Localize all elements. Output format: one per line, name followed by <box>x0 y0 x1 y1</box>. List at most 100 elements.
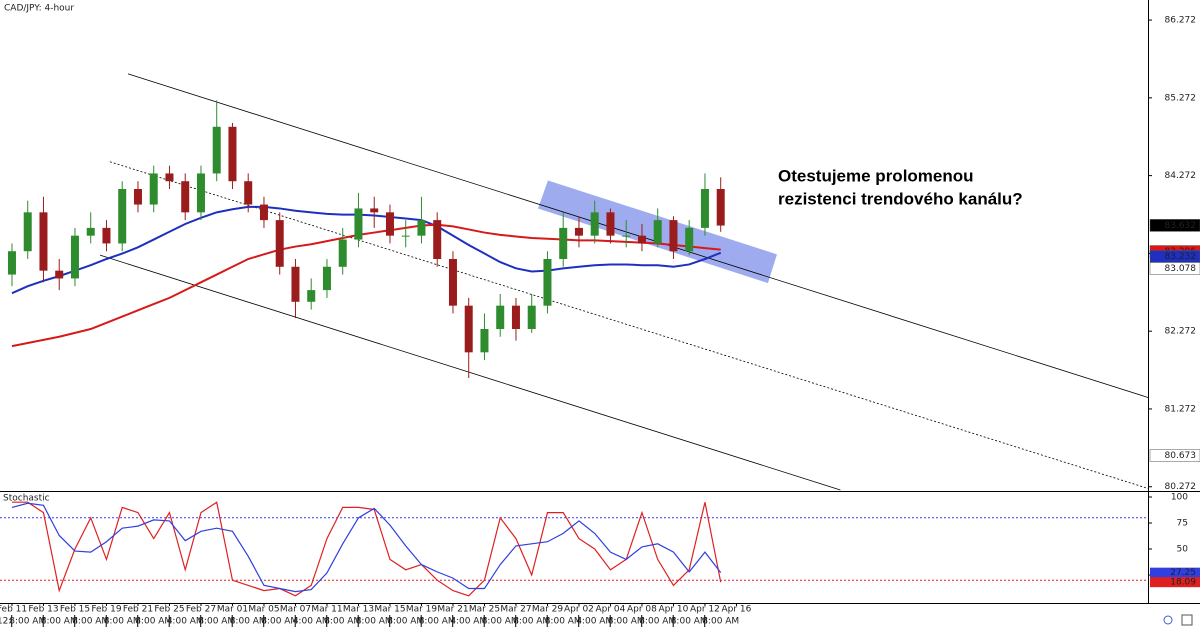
candle-body <box>464 305 473 353</box>
candle-body <box>196 173 205 213</box>
time-tick-label: 8:00 AM <box>545 617 582 627</box>
x-tick-label: Mar 29 <box>532 605 564 615</box>
x-tick-label: Mar 15 <box>374 605 405 615</box>
time-tick-label: 4:00 AM <box>576 617 613 627</box>
candle-body <box>102 227 111 244</box>
x-tick-label: Mar 25 <box>469 605 500 615</box>
time-tick-label: 8:00 AM <box>482 617 519 627</box>
candle-body <box>716 189 725 226</box>
candle-body <box>149 173 158 205</box>
time-tick-label: 8:00 AM <box>72 617 109 627</box>
candle-body <box>118 189 127 244</box>
x-tick-label: Feb 21 <box>123 605 153 615</box>
x-tick-label: Apr 12 <box>690 605 720 615</box>
candle-body <box>606 212 615 236</box>
annotation: rezistenci trendového kanálu? <box>778 189 1023 208</box>
series-line <box>11 502 722 593</box>
time-tick-label: 8:00 AM <box>261 617 298 627</box>
candle-body <box>417 220 426 236</box>
annotation: Otestujeme prolomenou <box>778 166 974 185</box>
price-label: 83.078 <box>1165 264 1197 274</box>
price-label-box <box>1149 449 1200 462</box>
candle-body <box>307 290 316 302</box>
time-tick-label: 4:00 AM <box>293 617 330 627</box>
candle-body <box>574 227 583 236</box>
candle-body <box>228 126 237 182</box>
candle-body <box>55 270 64 279</box>
time-tick-label: 4:00 AM <box>167 617 204 627</box>
trend-line <box>109 161 1149 489</box>
series-line <box>11 223 721 348</box>
time-tick-label: 8:00 AM <box>387 617 424 627</box>
time-tick-label: 8:00 AM <box>41 617 78 627</box>
candle-body <box>669 220 678 252</box>
candle-body <box>543 259 552 306</box>
time-tick-label: 12: <box>0 617 11 627</box>
candle-body <box>354 208 363 240</box>
x-tick-label: Apr 10 <box>659 605 689 615</box>
candle-body <box>637 235 646 244</box>
icon[interactable] <box>1181 614 1193 626</box>
x-tick-label: Feb 19 <box>91 605 122 615</box>
x-tick-label: Apr 02 <box>564 605 594 615</box>
icon[interactable] <box>1163 615 1173 625</box>
x-tick-label: Mar 19 <box>406 605 438 615</box>
x-tick-label: Mar 07 <box>280 605 311 615</box>
x-tick-label: Mar 13 <box>343 605 374 615</box>
candle-body <box>322 266 331 291</box>
x-tick-label: Mar 05 <box>248 605 279 615</box>
candle-body <box>338 239 347 267</box>
value-label: 18.09 <box>1170 578 1196 588</box>
y-tick-label: 100 <box>1171 493 1188 503</box>
candle-body <box>70 235 79 279</box>
candle-body <box>291 266 300 302</box>
candle-body <box>133 189 142 205</box>
candle-body <box>275 220 284 267</box>
price-label-box <box>1149 262 1200 275</box>
candle-body <box>511 305 520 329</box>
y-tick-label: 81.272 <box>1165 404 1197 414</box>
time-tick-label: 8:00 AM <box>702 617 739 627</box>
chart-title: CAD/JPY: 4-hour <box>4 4 74 14</box>
x-tick-label: Feb 27 <box>186 605 216 615</box>
x-tick-label: Apr 16 <box>722 605 752 615</box>
stoch-title: Stochastic <box>3 494 50 504</box>
x-tick-label: Mar 11 <box>311 605 342 615</box>
time-tick-label: 8:00 AM <box>198 617 235 627</box>
value-label-box <box>1150 577 1200 588</box>
x-tick-label: Apr 08 <box>627 605 657 615</box>
candle-body <box>685 227 694 252</box>
y-tick-label: 85.272 <box>1165 93 1197 103</box>
candle-body <box>480 329 489 353</box>
value-label-box <box>1150 567 1200 578</box>
y-tick-label: 75 <box>1177 519 1188 529</box>
candle-body <box>527 305 536 329</box>
x-tick-label: Feb 11 <box>0 605 27 615</box>
time-tick-label: 4:00 AM <box>450 617 487 627</box>
candle-body <box>23 212 32 252</box>
y-tick-label: 84.272 <box>1165 171 1197 181</box>
x-tick-label: Feb 15 <box>60 605 90 615</box>
candle-body <box>559 227 568 259</box>
y-tick-label: 86.272 <box>1165 16 1197 26</box>
time-tick-label: 8:00 AM <box>639 617 676 627</box>
time-tick-label: 8:00 AM <box>9 617 46 627</box>
time-tick-label: 8:00 AM <box>671 617 708 627</box>
y-tick-label: 82.272 <box>1165 327 1197 337</box>
x-tick-label: Apr 04 <box>596 605 626 615</box>
series-line <box>11 205 722 295</box>
value-label: 27.25 <box>1170 568 1196 578</box>
candle-body <box>370 208 379 213</box>
x-tick-label: Mar 27 <box>500 605 531 615</box>
main-panel <box>7 73 1149 491</box>
time-tick-label: 8:00 AM <box>230 617 267 627</box>
time-tick-label: 8:00 AM <box>513 617 550 627</box>
toolbar-icons[interactable] <box>1163 614 1193 626</box>
time-tick-label: 8:00 AM <box>608 617 645 627</box>
x-tick-label: Mar 21 <box>437 605 468 615</box>
price-label: 83.232 <box>1165 252 1197 262</box>
candle-body <box>700 189 709 228</box>
candle-body <box>181 181 190 213</box>
